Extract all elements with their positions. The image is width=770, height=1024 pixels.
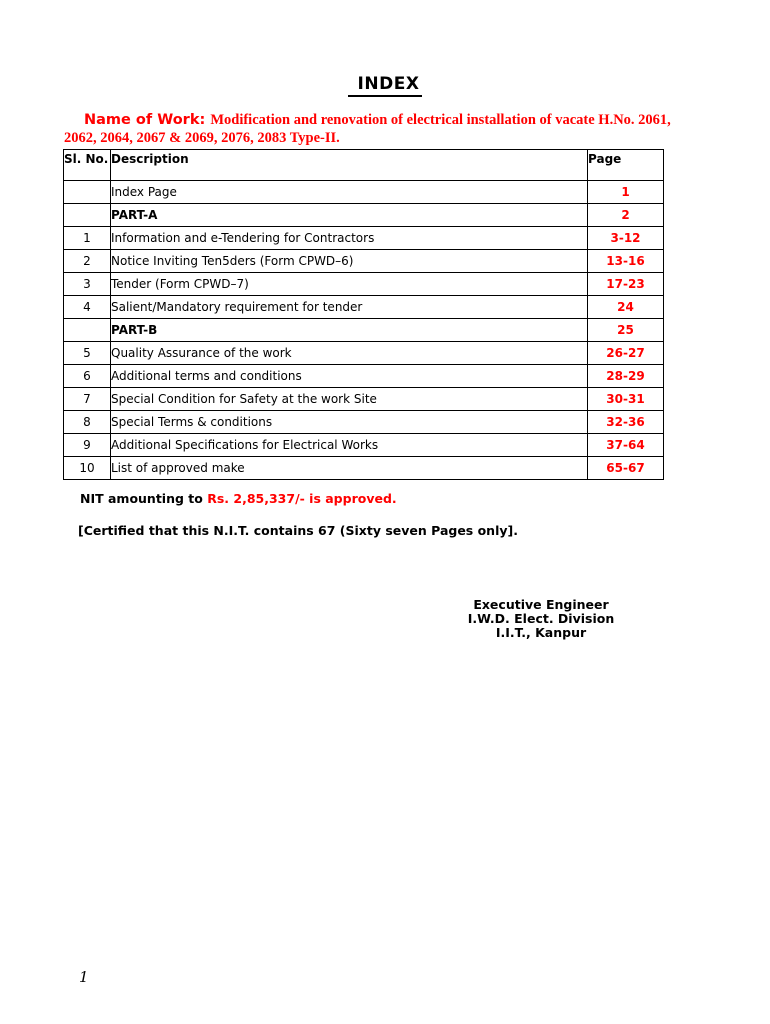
table-row: 10 List of approved make 65-67 [63, 456, 664, 480]
sl-cell: 3 [63, 272, 111, 296]
page-cell: 37-64 [587, 433, 664, 457]
sl-cell: 1 [63, 226, 111, 250]
description-cell: Tender (Form CPWD–7) [110, 272, 588, 296]
sl-cell [63, 203, 111, 227]
table-row: 1 Information and e-Tendering for Contra… [63, 226, 664, 250]
header-sl-no: Sl. No. [63, 149, 111, 181]
certification-line: [Certified that this N.I.T. contains 67 … [78, 523, 518, 538]
signature-institute: I.I.T., Kanpur [495, 625, 587, 640]
page-cell: 28-29 [587, 364, 664, 388]
sl-cell [63, 180, 111, 204]
table-row: 5 Quality Assurance of the work 26-27 [63, 341, 664, 365]
signature-division: I.W.D. Elect. Division [467, 611, 615, 626]
name-of-work-line2: 2062, 2064, 2067 & 2069, 2076, 2083 Type… [64, 129, 340, 146]
table-row: 6 Additional terms and conditions 28-29 [63, 364, 664, 388]
page-cell: 1 [587, 180, 664, 204]
description-cell: PART-A [110, 203, 588, 227]
name-of-work: Name of Work: Modification and renovatio… [64, 112, 716, 147]
description-cell: Information and e-Tendering for Contract… [110, 226, 588, 250]
table-row: 7 Special Condition for Safety at the wo… [63, 387, 664, 411]
page-cell: 2 [587, 203, 664, 227]
sl-cell: 6 [63, 364, 111, 388]
description-cell: Additional terms and conditions [110, 364, 588, 388]
page-cell: 30-31 [587, 387, 664, 411]
description-cell: Additional Specifications for Electrical… [110, 433, 588, 457]
table-row: Index Page 1 [63, 180, 664, 204]
table-row: 4 Salient/Mandatory requirement for tend… [63, 295, 664, 319]
table-header-row: Sl. No. Description Page [63, 149, 664, 181]
table-row-part-b: PART-B 25 [63, 318, 664, 342]
nit-approval-prefix: NIT amounting to [80, 491, 208, 506]
sl-cell: 9 [63, 433, 111, 457]
sl-cell: 8 [63, 410, 111, 434]
table-row: 2 Notice Inviting Ten5ders (Form CPWD–6)… [63, 249, 664, 273]
sl-cell: 4 [63, 295, 111, 319]
page-cell: 13-16 [587, 249, 664, 273]
sl-cell: 2 [63, 249, 111, 273]
header-description: Description [110, 149, 588, 181]
toc-table: Sl. No. Description Page Index Page 1 PA… [63, 149, 664, 480]
table-row: 8 Special Terms & conditions 32-36 [63, 410, 664, 434]
name-of-work-line1: Modification and renovation of electrica… [210, 112, 671, 128]
name-of-work-label: Name of Work [84, 112, 200, 128]
page-cell: 25 [587, 318, 664, 342]
page-cell: 65-67 [587, 456, 664, 480]
name-of-work-separator: : [199, 112, 211, 128]
description-cell: Special Terms & conditions [110, 410, 588, 434]
description-cell: Special Condition for Safety at the work… [110, 387, 588, 411]
nit-approval-line: NIT amounting to Rs. 2,85,337/- is appro… [80, 491, 397, 506]
page-title-text: INDEX [347, 74, 423, 97]
description-cell: Salient/Mandatory requirement for tender [110, 295, 588, 319]
page-cell: 26-27 [587, 341, 664, 365]
description-cell: PART-B [110, 318, 588, 342]
sl-cell: 10 [63, 456, 111, 480]
description-cell: List of approved make [110, 456, 588, 480]
nit-approval-amount: Rs. 2,85,337/- is approved. [207, 491, 397, 506]
page-cell: 17-23 [587, 272, 664, 296]
description-cell: Index Page [110, 180, 588, 204]
table-row: 3 Tender (Form CPWD–7) 17-23 [63, 272, 664, 296]
signature-designation: Executive Engineer [473, 597, 609, 612]
table-row-part-a: PART-A 2 [63, 203, 664, 227]
table-row: 9 Additional Specifications for Electric… [63, 433, 664, 457]
sl-cell: 5 [63, 341, 111, 365]
page-cell: 32-36 [587, 410, 664, 434]
header-page: Page [587, 149, 664, 181]
sl-cell: 7 [63, 387, 111, 411]
page-cell: 3-12 [587, 226, 664, 250]
description-cell: Quality Assurance of the work [110, 341, 588, 365]
description-cell: Notice Inviting Ten5ders (Form CPWD–6) [110, 249, 588, 273]
signature-block: Executive Engineer I.W.D. Elect. Divisio… [441, 598, 641, 640]
sl-cell [63, 318, 111, 342]
page-number: 1 [79, 968, 89, 986]
page-title: INDEX [0, 74, 770, 97]
page-cell: 24 [587, 295, 664, 319]
